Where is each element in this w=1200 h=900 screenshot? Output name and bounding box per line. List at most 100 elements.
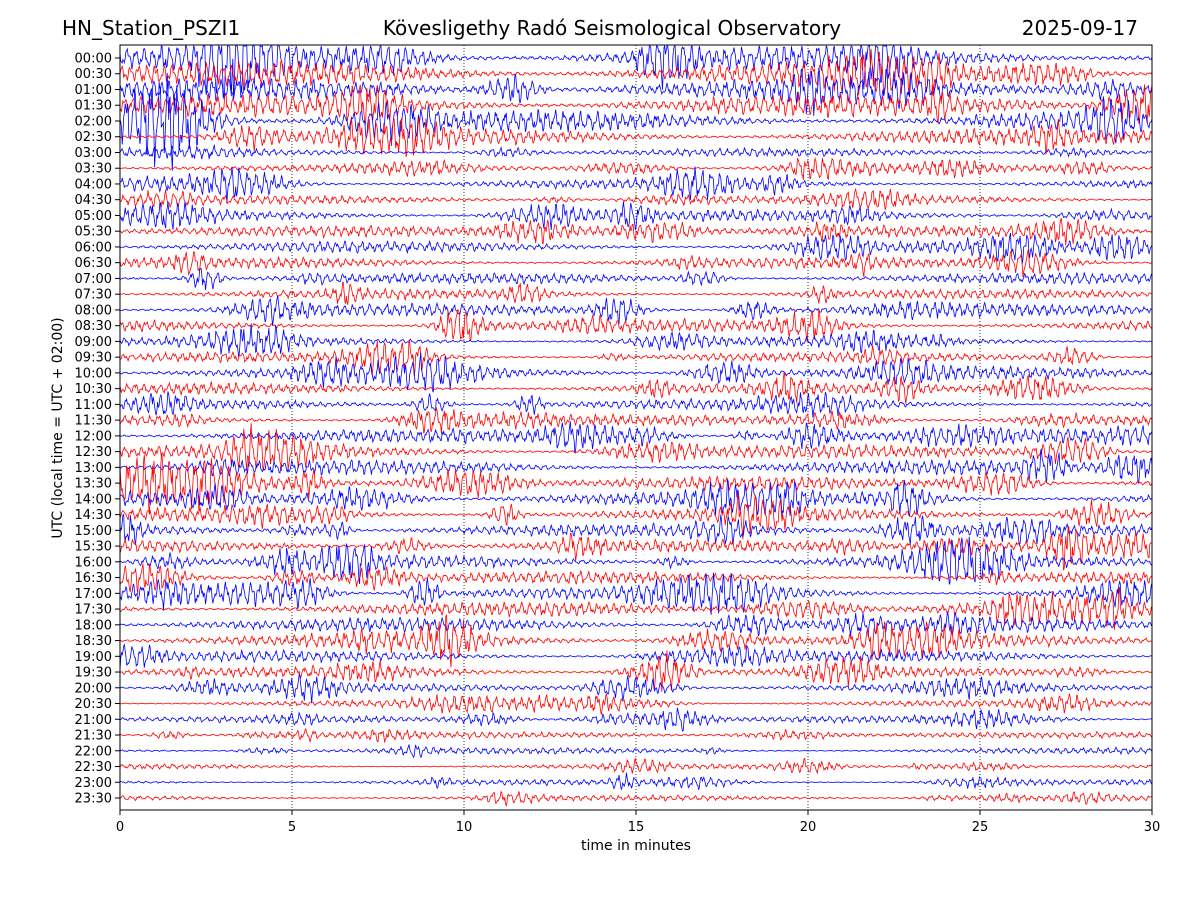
y-tick-label: 17:30 bbox=[75, 603, 112, 618]
trace-row bbox=[119, 67, 1153, 116]
y-tick-label: 21:00 bbox=[75, 713, 112, 728]
x-tick-label: 0 bbox=[116, 820, 124, 835]
trace-row bbox=[119, 525, 1153, 571]
trace-row bbox=[119, 612, 1153, 637]
x-tick-label: 20 bbox=[800, 820, 817, 835]
trace-row bbox=[119, 352, 1153, 393]
plot-frame bbox=[119, 44, 1153, 811]
y-tick-label: 11:30 bbox=[75, 414, 112, 429]
y-tick-label: 00:30 bbox=[75, 67, 112, 82]
trace-row bbox=[119, 156, 1153, 181]
trace-row bbox=[119, 84, 1153, 125]
y-tick-label: 13:30 bbox=[75, 477, 112, 492]
trace-row bbox=[119, 44, 1153, 100]
trace-row bbox=[119, 117, 1153, 158]
trace-row bbox=[119, 143, 1153, 160]
y-tick-label: 14:00 bbox=[75, 492, 112, 507]
trace-row bbox=[119, 536, 1153, 585]
y-tick-label: 19:30 bbox=[75, 666, 112, 681]
trace-row bbox=[119, 282, 1153, 306]
seismogram-traces bbox=[119, 44, 1153, 808]
trace-row bbox=[119, 448, 1153, 484]
trace-row bbox=[119, 744, 1153, 759]
y-tick-label: 05:00 bbox=[75, 209, 112, 224]
y-axis-ticks: 00:0000:3001:0001:3002:0002:3003:0003:30… bbox=[75, 52, 120, 807]
y-tick-label: 03:30 bbox=[75, 162, 112, 177]
y-tick-label: 21:30 bbox=[75, 729, 112, 744]
x-tick-label: 30 bbox=[1144, 820, 1161, 835]
trace-row bbox=[119, 309, 1153, 343]
y-tick-label: 14:30 bbox=[75, 508, 112, 523]
y-tick-label: 10:00 bbox=[75, 366, 112, 381]
chart-date: 2025-09-17 bbox=[1022, 16, 1138, 40]
y-tick-label: 06:30 bbox=[75, 256, 112, 271]
station-name: HN_Station_PSZI1 bbox=[62, 16, 240, 40]
y-tick-label: 20:30 bbox=[75, 697, 112, 712]
y-tick-label: 05:30 bbox=[75, 225, 112, 240]
trace-row bbox=[119, 479, 1153, 517]
y-tick-label: 04:00 bbox=[75, 177, 112, 192]
trace-row bbox=[119, 187, 1153, 212]
y-tick-label: 00:00 bbox=[75, 52, 112, 67]
x-axis-ticks: 0 5 10 15 20 25 30 bbox=[116, 810, 1160, 835]
y-tick-label: 07:00 bbox=[75, 272, 112, 287]
trace-row bbox=[119, 201, 1153, 231]
y-tick-label: 06:00 bbox=[75, 240, 112, 255]
trace-row bbox=[119, 421, 1153, 454]
trace-row bbox=[119, 772, 1153, 790]
y-tick-label: 18:30 bbox=[75, 634, 112, 649]
trace-row bbox=[119, 267, 1153, 290]
trace-row bbox=[119, 492, 1153, 540]
y-tick-label: 22:00 bbox=[75, 744, 112, 759]
trace-row bbox=[119, 339, 1153, 376]
trace-row bbox=[119, 323, 1153, 358]
y-tick-label: 01:00 bbox=[75, 83, 112, 98]
x-tick-label: 15 bbox=[628, 820, 645, 835]
y-tick-label: 23:00 bbox=[75, 776, 112, 791]
y-tick-label: 12:00 bbox=[75, 429, 112, 444]
y-tick-label: 09:00 bbox=[75, 335, 112, 350]
y-tick-label: 18:00 bbox=[75, 618, 112, 633]
trace-row bbox=[119, 371, 1153, 404]
trace-row bbox=[120, 407, 1153, 434]
x-axis-label: time in minutes bbox=[581, 838, 691, 854]
x-tick-label: 25 bbox=[972, 820, 989, 835]
trace-row bbox=[120, 693, 1153, 715]
y-tick-label: 20:00 bbox=[75, 681, 112, 696]
y-tick-label: 11:00 bbox=[75, 398, 112, 413]
trace-row bbox=[119, 707, 1153, 732]
trace-row bbox=[119, 166, 1153, 204]
y-tick-label: 15:30 bbox=[75, 540, 112, 555]
trace-row bbox=[119, 757, 1153, 775]
trace-row bbox=[119, 391, 1153, 418]
trace-row bbox=[119, 453, 1153, 515]
y-tick-label: 02:00 bbox=[75, 114, 112, 129]
x-tick-label: 5 bbox=[288, 820, 296, 835]
y-tick-label: 01:30 bbox=[75, 99, 112, 114]
trace-row bbox=[119, 643, 1153, 671]
trace-row bbox=[119, 563, 1153, 595]
y-tick-label: 17:00 bbox=[75, 587, 112, 602]
trace-row bbox=[119, 295, 1153, 327]
y-tick-label: 08:30 bbox=[75, 319, 112, 334]
trace-row bbox=[119, 587, 1152, 630]
trace-row bbox=[119, 49, 1153, 97]
y-tick-label: 22:30 bbox=[75, 760, 112, 775]
y-axis-label: UTC (local time = UTC + 02:00) bbox=[50, 317, 66, 538]
y-tick-label: 16:00 bbox=[75, 555, 112, 570]
y-tick-label: 10:30 bbox=[75, 382, 112, 397]
trace-row bbox=[119, 249, 1153, 278]
y-tick-label: 09:30 bbox=[75, 351, 112, 366]
trace-row bbox=[119, 217, 1153, 246]
x-tick-label: 10 bbox=[456, 820, 473, 835]
trace-row bbox=[119, 72, 1153, 171]
y-tick-label: 16:30 bbox=[75, 571, 112, 586]
y-tick-label: 07:30 bbox=[75, 288, 112, 303]
trace-row bbox=[119, 650, 1153, 692]
trace-row bbox=[119, 513, 1153, 547]
chart-title: Kövesligethy Radó Seismological Observat… bbox=[383, 16, 841, 40]
y-tick-label: 15:00 bbox=[75, 524, 112, 539]
trace-row bbox=[119, 572, 1153, 615]
trace-row bbox=[120, 727, 1153, 743]
